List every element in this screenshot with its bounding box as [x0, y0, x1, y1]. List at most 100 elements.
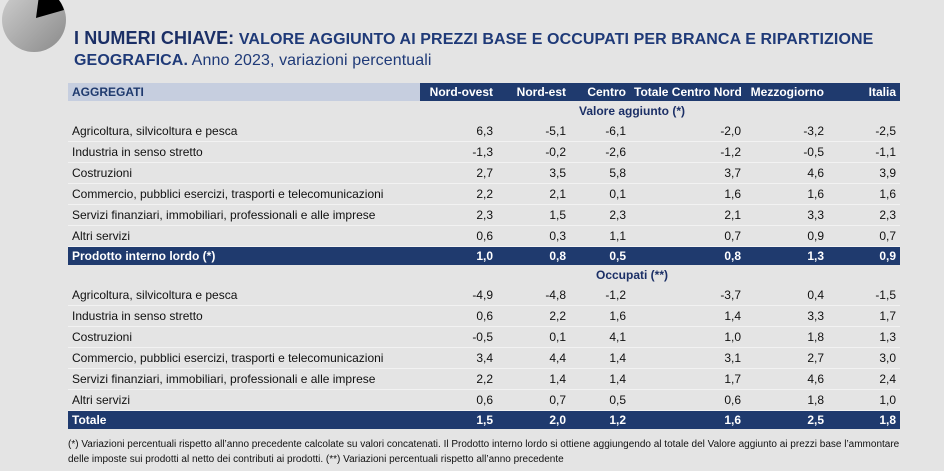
cell: 1,6	[745, 183, 828, 205]
cell: 1,3	[745, 246, 828, 265]
cell: -2,6	[570, 141, 630, 163]
row-label: Commercio, pubblici esercizi, trasporti …	[68, 183, 420, 205]
cell: 0,9	[828, 246, 900, 265]
title-rest: VALORE AGGIUNTO AI PREZZI BASE E OCCUPAT…	[238, 31, 874, 48]
cell: 2,3	[420, 204, 497, 226]
table-row: Altri servizi 0,6 0,7 0,5 0,6 1,8 1,0	[68, 389, 900, 411]
cell: 2,5	[745, 410, 828, 429]
cell: 1,6	[828, 183, 900, 205]
cell: 0,8	[630, 246, 745, 265]
footnote: delle imposte sui prodotti al netto dei …	[68, 454, 564, 465]
table-row: Altri servizi 0,6 0,3 1,1 0,7 0,9 0,7	[68, 225, 900, 247]
column-header: Centro	[570, 83, 630, 101]
column-header: Nord-est	[497, 83, 570, 101]
footnote: (*) Variazioni percentuali rispetto all’…	[68, 439, 900, 450]
cell: 0,7	[497, 389, 570, 411]
pie-icon	[2, 0, 66, 52]
cell: 1,8	[745, 389, 828, 411]
cell: 4,6	[745, 368, 828, 390]
cell: 0,6	[420, 225, 497, 247]
row-label: Commercio, pubblici esercizi, trasporti …	[68, 347, 420, 369]
cell: 5,8	[570, 162, 630, 184]
cell: 1,5	[420, 410, 497, 429]
cell: 3,3	[745, 305, 828, 327]
row-label: Servizi finanziari, immobiliari, profess…	[68, 204, 420, 226]
footnotes: (*) Variazioni percentuali rispetto all’…	[68, 437, 938, 467]
cell: 0,1	[497, 326, 570, 348]
title: I NUMERI CHIAVE: VALORE AGGIUNTO AI PREZ…	[74, 28, 934, 71]
cell: 1,3	[828, 326, 900, 348]
cell: 1,0	[828, 389, 900, 411]
row-label: Costruzioni	[68, 326, 420, 348]
row-label: Agricoltura, silvicoltura e pesca	[68, 285, 420, 306]
cell: 3,5	[497, 162, 570, 184]
row-label: Agricoltura, silvicoltura e pesca	[68, 121, 420, 142]
cell: 1,6	[630, 410, 745, 429]
column-header: Nord-ovest	[420, 83, 497, 101]
cell: 1,1	[570, 225, 630, 247]
table-row: Servizi finanziari, immobiliari, profess…	[68, 204, 900, 226]
row-label: Industria in senso stretto	[68, 141, 420, 163]
cell: -0,5	[420, 326, 497, 348]
cell: 1,4	[497, 368, 570, 390]
cell: 2,2	[420, 368, 497, 390]
section-title: Valore aggiunto (*)	[578, 104, 685, 118]
row-label: Altri servizi	[68, 225, 420, 247]
cell: 0,7	[828, 225, 900, 247]
cell: -4,9	[420, 285, 497, 306]
cell: 0,5	[570, 246, 630, 265]
cell: 3,1	[630, 347, 745, 369]
cell: 4,6	[745, 162, 828, 184]
cell: 3,3	[745, 204, 828, 226]
total-row: Totale 1,5 2,0 1,2 1,6 2,5 1,8	[68, 410, 900, 429]
cell: -6,1	[570, 121, 630, 142]
column-header: Italia	[828, 83, 900, 101]
table-row: Industria in senso stretto 0,6 2,2 1,6 1,4 3,…	[68, 305, 900, 327]
cell: -1,2	[630, 141, 745, 163]
cell: 1,7	[828, 305, 900, 327]
cell: -4,8	[497, 285, 570, 306]
cell: 1,8	[828, 410, 900, 429]
title-line2: GEOGRAFICA.	[74, 52, 188, 69]
row-label: Altri servizi	[68, 389, 420, 411]
cell: 0,6	[420, 389, 497, 411]
cell: 1,4	[570, 368, 630, 390]
cell: -0,2	[497, 141, 570, 163]
cell: 6,3	[420, 121, 497, 142]
cell: 2,2	[420, 183, 497, 205]
cell: 2,2	[497, 305, 570, 327]
cell: -2,5	[828, 121, 900, 142]
cell: 1,4	[630, 305, 745, 327]
cell: 1,5	[497, 204, 570, 226]
cell: -3,2	[745, 121, 828, 142]
cell: -3,7	[630, 285, 745, 306]
cell: -2,0	[630, 121, 745, 142]
cell: 1,0	[420, 246, 497, 265]
title-bold: I NUMERI CHIAVE:	[74, 28, 235, 48]
subtitle: Anno 2023, variazioni percentuali	[191, 52, 432, 69]
cell: 1,7	[630, 368, 745, 390]
cell: -1,5	[828, 285, 900, 306]
cell: 0,1	[570, 183, 630, 205]
column-header: Mezzogiorno	[745, 83, 828, 101]
section-title: Occupati (**)	[595, 268, 668, 282]
table-row: Commercio, pubblici esercizi, trasporti …	[68, 183, 900, 205]
cell: 0,6	[630, 389, 745, 411]
row-label: Costruzioni	[68, 162, 420, 184]
row-label: Servizi finanziari, immobiliari, profess…	[68, 368, 420, 390]
table-row: Agricoltura, silvicoltura e pesca -4,9 -4,…	[68, 285, 900, 306]
cell: 0,9	[745, 225, 828, 247]
cell: 3,4	[420, 347, 497, 369]
table-row: Costruzioni 2,7 3,5 5,8 3,7 4,6 3,9	[68, 162, 900, 184]
cell: 3,9	[828, 162, 900, 184]
table-row: Agricoltura, silvicoltura e pesca 6,3 -5,1…	[68, 121, 900, 142]
total-row: Prodotto interno lordo (*) 1,0 0,8 0,5 0,8 1,…	[68, 246, 900, 265]
cell: 1,6	[570, 305, 630, 327]
cell: 0,7	[630, 225, 745, 247]
cell: -1,3	[420, 141, 497, 163]
cell: 1,4	[570, 347, 630, 369]
cell: 1,2	[570, 410, 630, 429]
data-table: AGGREGATI Nord-ovest Nord-est Centro Totale …	[68, 83, 900, 429]
cell: -1,2	[570, 285, 630, 306]
